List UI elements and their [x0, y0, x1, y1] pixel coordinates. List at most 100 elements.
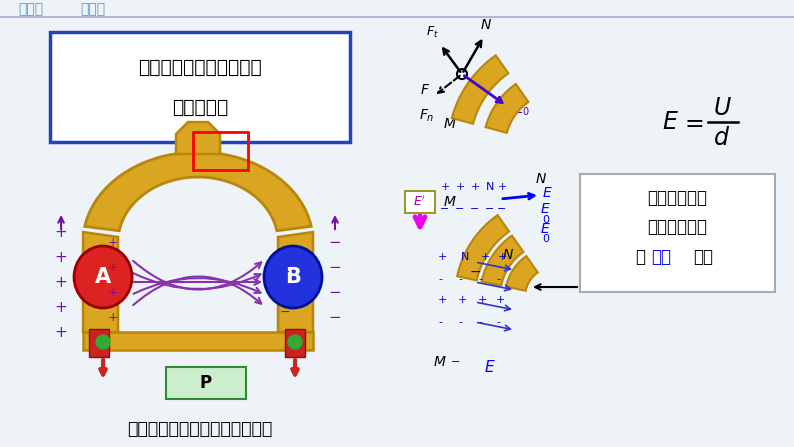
Text: $N$: $N$: [502, 248, 514, 262]
Text: $E$: $E$: [540, 222, 551, 236]
Bar: [193, 132, 248, 170]
Text: 连一根导线: 连一根导线: [172, 97, 228, 117]
Text: 0: 0: [542, 234, 549, 244]
FancyBboxPatch shape: [166, 367, 246, 399]
Text: +: +: [108, 261, 118, 274]
Text: −: −: [469, 265, 481, 279]
Polygon shape: [482, 236, 523, 286]
Text: +: +: [441, 182, 449, 192]
Text: 导体内的电场线保持和导线平行: 导体内的电场线保持和导线平行: [127, 420, 272, 438]
Text: +: +: [497, 182, 507, 192]
Text: +: +: [497, 252, 507, 262]
Text: 新教材: 新教材: [18, 2, 43, 16]
Text: -: -: [458, 317, 462, 327]
Ellipse shape: [74, 246, 132, 308]
Text: −: −: [329, 260, 341, 274]
Text: 导线内很快形: 导线内很快形: [647, 189, 707, 207]
Text: P: P: [200, 374, 212, 392]
Text: +: +: [470, 182, 480, 192]
Bar: [89, 329, 109, 357]
Text: −: −: [329, 309, 341, 325]
Text: $M$: $M$: [434, 355, 447, 369]
Polygon shape: [176, 122, 220, 154]
Text: $E$: $E$: [484, 359, 495, 375]
Text: −: −: [279, 286, 291, 299]
Text: $U$: $U$: [712, 96, 731, 120]
Text: +: +: [108, 311, 118, 324]
Text: 电场: 电场: [693, 248, 714, 266]
Text: $=$: $=$: [680, 110, 703, 134]
Text: -: -: [458, 274, 462, 284]
Polygon shape: [83, 232, 118, 332]
Text: +: +: [480, 252, 490, 262]
Text: −: −: [497, 204, 507, 214]
Text: −: −: [329, 285, 341, 299]
Text: $E_0$: $E_0$: [514, 102, 530, 118]
Bar: [405, 191, 435, 213]
Text: −: −: [470, 204, 480, 214]
Text: −: −: [441, 204, 449, 214]
Text: +: +: [55, 224, 67, 240]
Text: -: -: [478, 274, 482, 284]
Bar: [285, 329, 305, 357]
Text: $F$: $F$: [420, 83, 430, 97]
Polygon shape: [278, 232, 313, 332]
Text: +: +: [477, 295, 487, 305]
Bar: [50, 32, 350, 142]
Text: -: -: [496, 317, 500, 327]
Polygon shape: [506, 256, 538, 291]
Text: +: +: [108, 286, 118, 299]
Text: -: -: [478, 317, 482, 327]
Text: $E'$: $E'$: [414, 195, 426, 209]
Text: 0: 0: [542, 215, 549, 225]
Text: A: A: [95, 267, 111, 287]
Text: $M$: $M$: [443, 117, 457, 131]
Text: N: N: [486, 182, 494, 192]
Text: N: N: [461, 252, 469, 262]
Text: +: +: [55, 325, 67, 340]
Circle shape: [96, 335, 110, 349]
Text: +: +: [55, 299, 67, 315]
Text: 稳定: 稳定: [651, 248, 672, 266]
Text: 假设在电源正、负极之间: 假设在电源正、负极之间: [138, 58, 262, 76]
Text: −: −: [451, 357, 461, 367]
Polygon shape: [452, 55, 508, 124]
Text: +: +: [437, 252, 447, 262]
Text: $d$: $d$: [713, 126, 730, 150]
Text: −: −: [329, 235, 341, 249]
Text: +: +: [457, 295, 467, 305]
Text: $N$: $N$: [480, 18, 492, 32]
Text: +: +: [108, 236, 118, 249]
Text: +: +: [455, 182, 464, 192]
Text: −: −: [279, 245, 291, 258]
Circle shape: [288, 335, 302, 349]
Text: −: −: [455, 204, 464, 214]
Text: +: +: [55, 249, 67, 265]
Polygon shape: [486, 84, 529, 133]
Text: +: +: [437, 295, 447, 305]
Text: -: -: [438, 317, 442, 327]
Text: $E$: $E$: [542, 186, 553, 200]
Text: $F_n$: $F_n$: [419, 108, 435, 124]
Text: −: −: [279, 305, 291, 319]
Text: $N$: $N$: [535, 172, 547, 186]
Text: −: −: [279, 266, 291, 278]
Ellipse shape: [264, 246, 322, 308]
Text: 成沿导线方向: 成沿导线方向: [647, 218, 707, 236]
Polygon shape: [457, 215, 509, 280]
Text: −: −: [485, 204, 495, 214]
Text: $E$: $E$: [540, 202, 551, 216]
Text: B: B: [285, 267, 301, 287]
Text: -: -: [438, 274, 442, 284]
Text: +: +: [55, 274, 67, 290]
Text: +: +: [495, 295, 505, 305]
Polygon shape: [83, 332, 313, 350]
Text: 新高考: 新高考: [80, 2, 105, 16]
Text: $M$: $M$: [443, 195, 457, 209]
Polygon shape: [85, 152, 311, 231]
Text: 的: 的: [635, 248, 646, 266]
Text: $E$: $E$: [661, 110, 678, 134]
Bar: [580, 174, 775, 292]
Text: -: -: [496, 274, 500, 284]
Circle shape: [457, 69, 467, 79]
